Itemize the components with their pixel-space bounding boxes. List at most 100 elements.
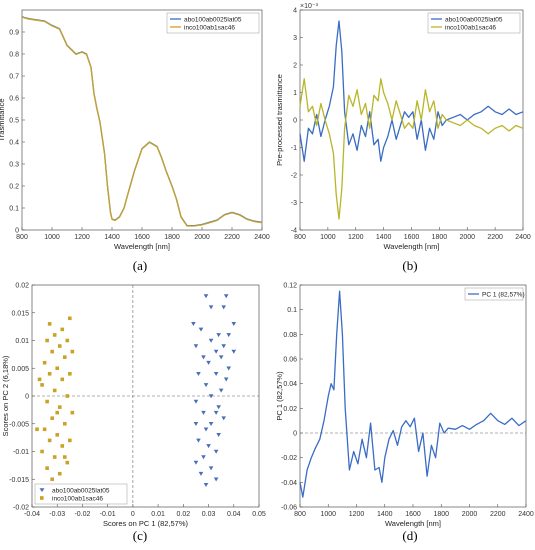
scatter-point — [216, 333, 221, 338]
scatter-point — [213, 349, 219, 354]
x-tick-label: 1000 — [44, 234, 60, 241]
y-tick-label: 0.08 — [283, 332, 297, 339]
x-tick-label: 1200 — [74, 234, 90, 241]
y-tick-label: 0.9 — [9, 30, 19, 37]
x-tick-label: 2400 — [515, 234, 531, 241]
scatter-point — [196, 438, 201, 443]
x-tick-label: 1800 — [432, 234, 448, 241]
y-tick-label: 0.02 — [15, 283, 29, 290]
scatter-point — [203, 483, 209, 487]
scatter-point — [45, 399, 49, 404]
legend-entry: abo100ab0025lat05 — [52, 487, 110, 494]
scatter-point — [226, 366, 232, 371]
y-tick-label: 0.3 — [9, 162, 19, 169]
y-axis-label: Trasmittance — [0, 98, 6, 141]
y-tick-label: -0.02 — [281, 455, 297, 462]
y-tick-label: 0 — [25, 394, 29, 401]
scatter-point — [68, 372, 72, 376]
scatter-point — [216, 433, 221, 438]
panel-a: 800 1000 1200 1400 1600 1800 2000 2200 2400 0 0.1 0… — [0, 9, 270, 273]
scatter-point — [193, 460, 199, 465]
y-tick-label: 0 — [15, 228, 19, 235]
scatter-point — [201, 455, 206, 460]
scatter-point — [57, 344, 62, 348]
scatter-point — [65, 394, 70, 398]
scatter-point — [198, 471, 204, 476]
scatter-point — [208, 305, 214, 310]
scatter-point — [221, 344, 226, 349]
scatter-point — [40, 449, 44, 454]
x-tick-label: 1400 — [377, 511, 393, 518]
y-tick-label: 0.005 — [11, 366, 29, 373]
panel-label: (d) — [402, 528, 417, 543]
x-tick-label: -0.04 — [24, 511, 40, 518]
scatter-point — [62, 455, 67, 459]
scatter-point — [47, 438, 52, 443]
x-tick-label: 1000 — [320, 234, 336, 241]
x-axis-label: Wavelength [nm] — [384, 242, 440, 251]
x-tick-label: 2400 — [254, 234, 270, 241]
scatter-point — [65, 338, 70, 343]
scatter-point — [50, 477, 54, 482]
scatter-point — [196, 372, 201, 376]
scatter-point — [216, 405, 221, 410]
panel-d: 800 1000 1200 1400 1600 1800 2000 2200 2400 -0.06… — [275, 283, 534, 544]
legend-entry: inco100ab1sac46 — [184, 24, 235, 31]
scatter-point — [62, 355, 67, 359]
x-tick-label: 800 — [294, 511, 306, 518]
scatter-point — [206, 444, 211, 449]
y-tick-label: 0.8 — [9, 52, 19, 59]
y-tick-label: -4 — [291, 228, 297, 235]
y-tick-label: 0 — [293, 118, 297, 125]
scatter-point — [213, 477, 219, 482]
scatter-point — [193, 399, 199, 404]
legend-marker — [39, 488, 45, 492]
x-tick-label: -0.02 — [74, 511, 90, 518]
scatter-point — [218, 355, 224, 360]
scatter-point — [208, 338, 214, 343]
x-tick-label: 0.03 — [202, 511, 216, 518]
scatter-point — [203, 427, 209, 432]
x-tick-label: 1400 — [376, 234, 392, 241]
x-tick-label: 1200 — [349, 511, 365, 518]
legend: PC 1 (82,57%) — [464, 287, 525, 301]
series-line — [299, 290, 527, 498]
x-tick-label: 2200 — [487, 234, 503, 241]
x-axis-label: Wavelength [nm] — [114, 242, 170, 251]
legend-box — [427, 12, 521, 34]
x-tick-label: 1600 — [134, 234, 150, 241]
y-tick-label: -0.015 — [9, 477, 29, 484]
panel-label: (c) — [133, 528, 147, 543]
y-tick-label: 0.04 — [283, 381, 297, 388]
x-tick-label: 2200 — [224, 234, 240, 241]
y-tick-label: 0.1 — [287, 307, 297, 314]
scatter-point — [221, 305, 226, 310]
x-tick-label: 0.02 — [177, 511, 191, 518]
x-tick-label: 0 — [131, 511, 135, 518]
series-line — [21, 16, 263, 227]
x-tick-label: -0.03 — [49, 511, 65, 518]
scatter-point — [208, 466, 214, 471]
scatter-point — [223, 377, 229, 382]
scatter-point — [203, 383, 209, 388]
scatter-point — [218, 388, 224, 393]
scatter-point — [55, 410, 60, 415]
x-tick-label: 800 — [294, 234, 306, 241]
x-axis-label: Scores on PC 1 (82,57%) — [103, 519, 189, 528]
series-line — [299, 78, 524, 220]
legend-box — [34, 483, 128, 505]
scatter-point — [60, 327, 65, 332]
scatter-point — [208, 394, 214, 399]
scatter-point — [55, 366, 60, 371]
y-tick-label: 0.015 — [11, 310, 29, 317]
y-tick-label: 0 — [293, 431, 297, 438]
legend-marker — [40, 496, 44, 500]
scatter-point — [70, 410, 75, 415]
scatter-point — [203, 294, 209, 299]
legend-entry: abo100ab0025lat05 — [184, 16, 242, 23]
legend-entry: inco100ab1sac46 — [52, 495, 103, 502]
x-tick-label: 1600 — [404, 234, 420, 241]
x-tick-label: 800 — [16, 234, 28, 241]
scatter-point — [68, 316, 72, 321]
